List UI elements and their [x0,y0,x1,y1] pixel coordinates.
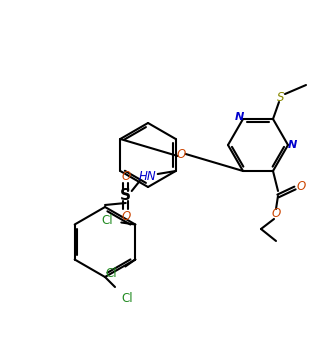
Text: N: N [234,112,244,122]
Text: Cl: Cl [121,292,133,304]
Text: O: O [271,208,281,220]
Text: Cl: Cl [102,214,113,227]
Text: O: O [121,169,130,182]
Text: O: O [177,148,186,161]
Text: S: S [277,91,285,104]
Text: Cl: Cl [106,267,117,280]
Text: N: N [287,140,297,150]
Text: O: O [296,181,306,194]
Text: S: S [120,189,131,203]
Text: HN: HN [139,169,157,182]
Text: O: O [121,210,130,223]
